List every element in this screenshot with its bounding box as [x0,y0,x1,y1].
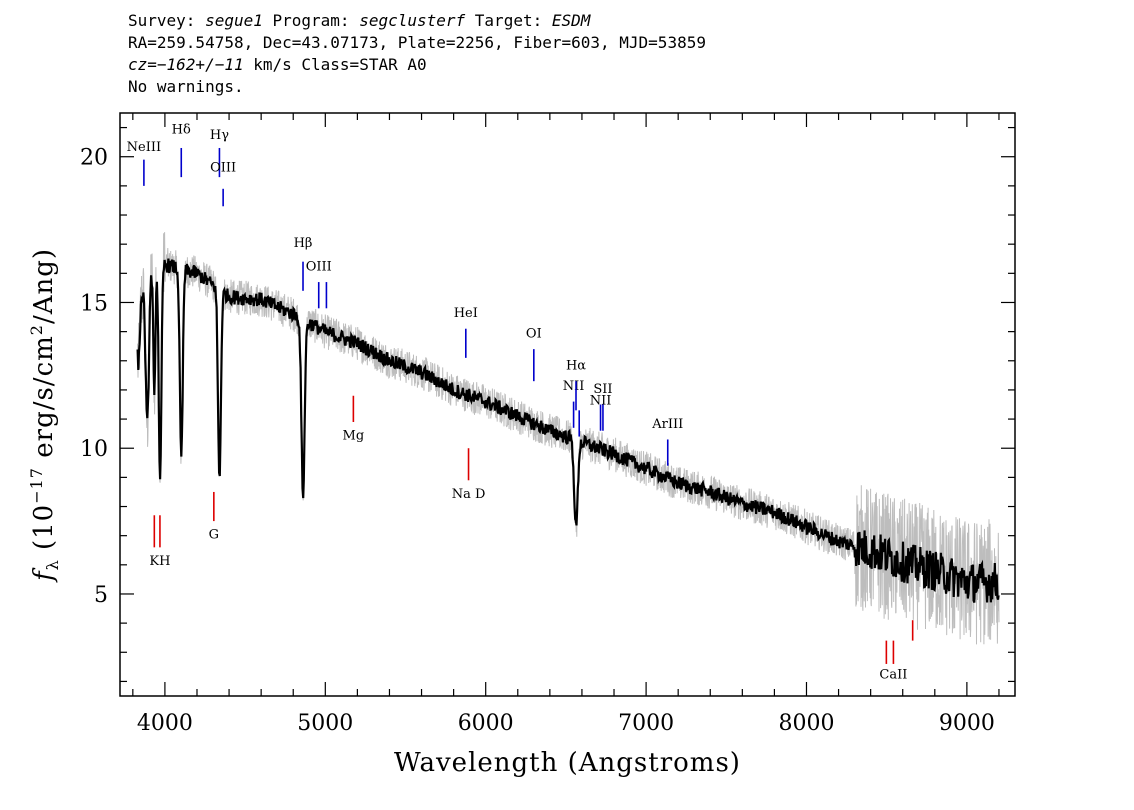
emission-line-label: NeIII [127,140,161,155]
emission-line-label: ArIII [651,417,683,432]
y-tick-label: 10 [80,437,108,462]
emission-line-label: NII [563,379,585,394]
x-tick-label: 5000 [297,711,353,736]
survey-value: segue1 [205,11,263,30]
target-value: ESDM [551,11,591,30]
emission-line-label: HeI [454,306,478,321]
plot-frame [119,112,1016,697]
absorption-line-label: CaII [879,668,907,683]
flux-layer [136,258,1000,603]
redshift-value: cz=−162+/−11 [128,55,244,74]
emission-line-label: Hδ [172,122,191,137]
program-value: segclusterf [359,11,466,30]
emission-line-label: Hβ [294,236,313,251]
y-tick-label: 15 [80,291,108,316]
emission-line-label: OIII [306,259,332,274]
header-line-warnings: No warnings. [128,77,244,96]
x-tick-label: 6000 [458,711,514,736]
emission-line-label: SII [593,382,612,397]
emission-line-label: Hγ [210,128,229,143]
flux-line [136,258,1000,603]
emission-line-label: OI [526,326,542,341]
x-tick-label: 4000 [137,711,193,736]
spectrum-header: Survey: segue1 Program: segclusterf Targ… [128,10,706,98]
absorption-line-label: G [209,528,219,543]
x-tick-label: 9000 [939,711,995,736]
x-tick-label: 7000 [618,711,674,736]
axis-ticks-layer: 4000 5000 6000 7000 8000 9000 5 10 15 20 [80,113,1015,736]
y-axis-label: fλ (10−17 erg/s/cm2/Ang) [27,248,62,583]
emission-line-label: OIII [210,160,236,175]
y-tick-label: 5 [94,583,108,608]
x-axis-label: Wavelength (Angstroms) [394,748,741,778]
absorption-line-label: KH [149,554,170,569]
y-tick-label: 20 [80,146,108,171]
header-line-survey: Survey: segue1 Program: segclusterf Targ… [128,11,591,30]
absorption-line-label: Mg [343,428,365,443]
header-line-coordinates: RA=259.54758, Dec=43.07173, Plate=2256, … [128,33,706,52]
emission-line-label: NII [590,394,612,409]
x-tick-label: 8000 [778,711,834,736]
emission-line-label: Hα [566,359,586,374]
absorption-line-label: Na D [452,487,486,502]
header-line-redshift: cz=−162+/−11 km/s Class=STAR A0 [128,55,427,74]
